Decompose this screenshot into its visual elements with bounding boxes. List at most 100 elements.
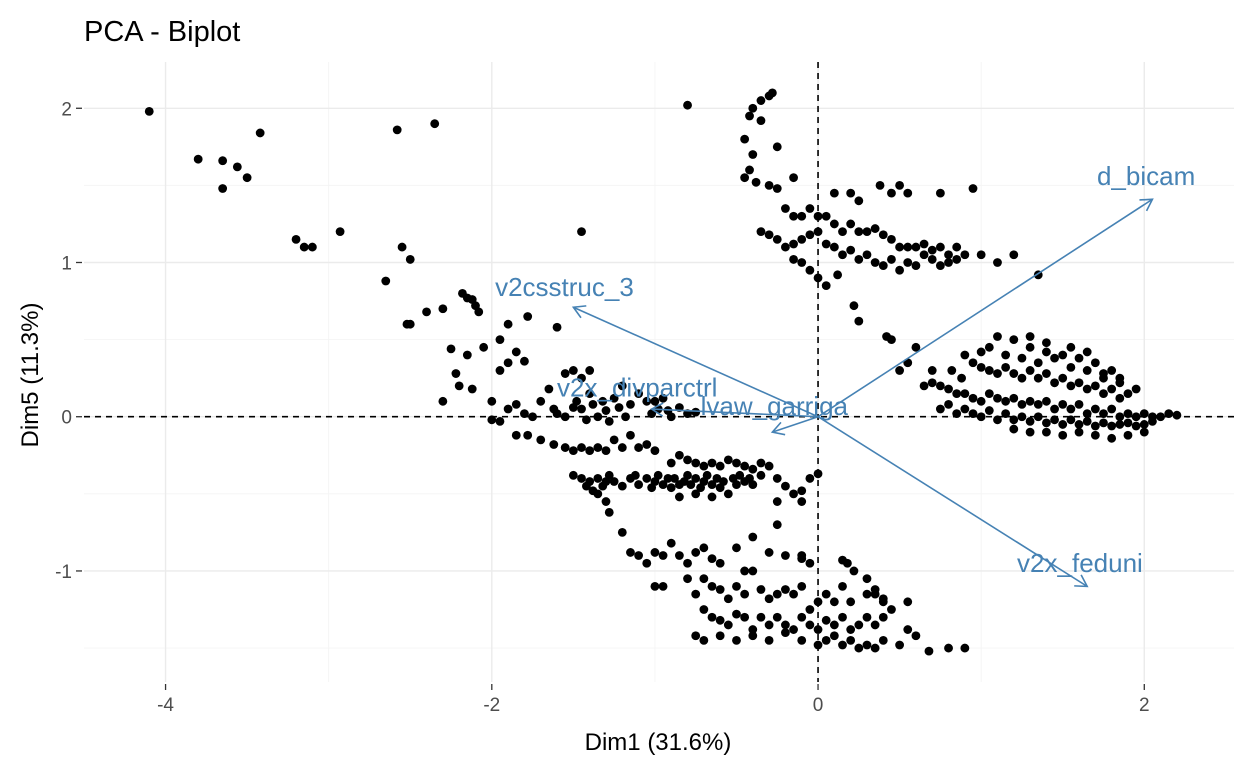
data-point: [1123, 409, 1133, 419]
data-point: [846, 245, 856, 255]
data-point: [683, 455, 692, 465]
data-point: [1009, 250, 1019, 260]
data-point: [764, 180, 774, 190]
data-point: [748, 625, 758, 634]
data-point: [666, 458, 676, 468]
data-point: [944, 643, 953, 653]
data-point: [626, 430, 635, 440]
data-point: [756, 116, 766, 126]
data-point: [658, 581, 668, 591]
data-point: [520, 356, 529, 366]
data-point: [813, 597, 823, 607]
data-point: [805, 204, 815, 213]
data-point: [895, 265, 905, 275]
data-point: [838, 581, 847, 591]
data-point: [1131, 412, 1141, 422]
data-point: [805, 605, 815, 614]
data-point: [670, 474, 679, 483]
data-point: [487, 415, 497, 425]
data-point: [1025, 396, 1035, 406]
data-point: [838, 640, 847, 650]
data-point: [572, 396, 582, 406]
data-point: [732, 635, 741, 645]
data-point: [715, 558, 725, 568]
data-point: [1131, 384, 1141, 394]
data-point: [976, 396, 986, 406]
data-point: [723, 489, 733, 499]
data-point: [1017, 412, 1027, 422]
data-point: [740, 173, 750, 183]
data-point: [952, 389, 962, 398]
data-point: [748, 464, 758, 474]
data-point: [335, 227, 345, 237]
data-point: [691, 489, 701, 499]
data-point: [495, 335, 505, 345]
data-point: [653, 470, 663, 480]
data-point: [585, 477, 595, 486]
data-point: [1115, 412, 1125, 422]
variable-arrow: [817, 416, 1088, 588]
arrow-head: [1139, 198, 1154, 212]
data-point: [1058, 399, 1068, 409]
arrow-head: [571, 305, 587, 319]
data-point: [674, 450, 684, 460]
data-point: [756, 612, 766, 622]
data-point: [789, 211, 798, 221]
data-point: [585, 366, 595, 375]
data-point: [862, 574, 872, 584]
data-point: [745, 165, 754, 175]
data-point: [895, 242, 905, 252]
data-point: [1025, 416, 1035, 426]
data-point: [813, 625, 823, 634]
data-point: [854, 227, 864, 237]
data-point: [193, 154, 203, 164]
data-point: [707, 480, 717, 489]
data-point: [797, 497, 807, 506]
data-point: [601, 406, 611, 415]
data-point: [911, 242, 921, 252]
data-point: [707, 581, 717, 591]
data-point: [1058, 373, 1068, 383]
data-point: [895, 640, 905, 650]
data-point: [797, 486, 807, 496]
data-point: [756, 96, 766, 105]
data-point: [604, 507, 614, 517]
data-point: [878, 597, 888, 607]
data-point: [829, 597, 839, 607]
data-point: [1017, 373, 1027, 383]
data-point: [479, 342, 489, 352]
data-point: [846, 597, 856, 607]
variable-arrow: [772, 415, 819, 433]
data-point: [944, 250, 953, 260]
data-point: [772, 142, 782, 152]
data-point: [560, 369, 570, 378]
data-point: [691, 407, 701, 417]
data-point: [797, 612, 807, 622]
data-point: [878, 230, 888, 240]
data-point: [870, 224, 880, 233]
data-point: [626, 548, 635, 557]
data-point: [1009, 369, 1019, 378]
data-point: [604, 416, 614, 426]
data-point: [756, 470, 766, 480]
data-point: [789, 625, 798, 634]
data-point: [1148, 416, 1157, 426]
arrow-head: [1074, 574, 1089, 588]
data-point: [699, 543, 709, 553]
data-point: [927, 245, 937, 255]
data-point: [781, 620, 790, 630]
data-point: [797, 258, 807, 267]
data-point: [588, 399, 598, 409]
data-point: [242, 173, 252, 183]
data-point: [1009, 424, 1019, 434]
data-point: [935, 261, 945, 270]
data-point: [604, 470, 614, 480]
data-point: [960, 250, 970, 260]
data-point: [732, 581, 741, 591]
data-point: [454, 381, 464, 391]
data-point: [993, 415, 1002, 425]
data-point: [1009, 393, 1019, 403]
data-point: [642, 440, 652, 449]
data-point: [601, 446, 611, 456]
